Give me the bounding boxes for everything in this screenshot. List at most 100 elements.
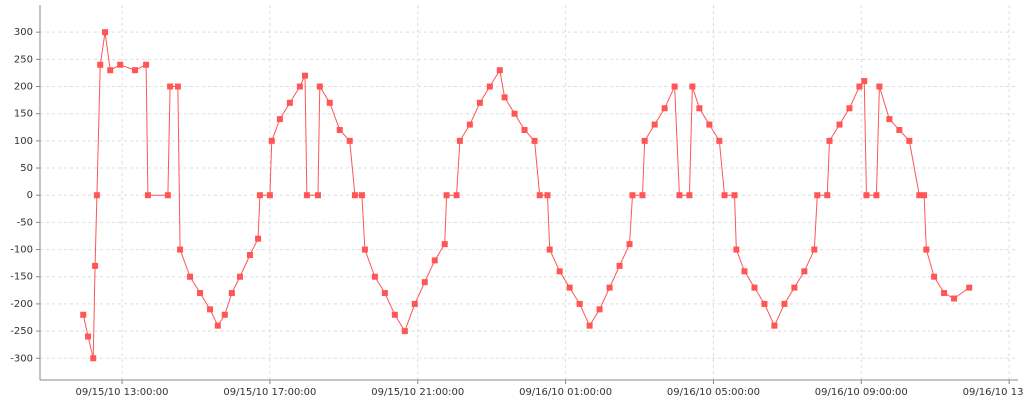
data-point bbox=[187, 273, 194, 280]
data-point bbox=[316, 83, 323, 90]
data-point bbox=[511, 110, 518, 117]
data-point bbox=[556, 268, 563, 275]
data-point bbox=[531, 137, 538, 144]
data-point bbox=[456, 137, 463, 144]
data-point bbox=[117, 61, 124, 68]
data-point bbox=[107, 67, 114, 74]
y-tick-label: -150 bbox=[10, 272, 33, 283]
data-point bbox=[731, 192, 738, 199]
data-point bbox=[576, 300, 583, 307]
x-tick-label: 09/15/10 21:00:00 bbox=[371, 387, 464, 398]
data-point bbox=[629, 192, 636, 199]
data-point bbox=[616, 262, 623, 269]
data-point bbox=[686, 192, 693, 199]
data-point bbox=[861, 78, 868, 85]
data-point bbox=[586, 322, 593, 329]
y-tick-label: 50 bbox=[20, 163, 33, 174]
data-point bbox=[689, 83, 696, 90]
data-point bbox=[856, 83, 863, 90]
data-point bbox=[421, 279, 428, 286]
x-tick-label: 09/15/10 17:00:00 bbox=[223, 387, 316, 398]
y-tick-label: 100 bbox=[14, 136, 33, 147]
data-point bbox=[303, 192, 310, 199]
data-point bbox=[97, 61, 104, 68]
data-point bbox=[246, 252, 253, 258]
data-point bbox=[167, 83, 174, 90]
y-tick-label: 0 bbox=[27, 190, 33, 201]
data-point bbox=[931, 273, 938, 280]
data-point bbox=[824, 192, 831, 199]
data-point bbox=[716, 137, 723, 144]
data-point bbox=[546, 246, 553, 253]
data-point bbox=[197, 290, 204, 297]
y-tick-label: -200 bbox=[10, 299, 33, 310]
data-point bbox=[90, 355, 97, 362]
y-tick-label: 250 bbox=[14, 54, 33, 65]
data-point bbox=[314, 192, 321, 199]
data-point bbox=[93, 192, 100, 199]
data-point bbox=[221, 311, 228, 318]
data-point bbox=[873, 192, 880, 199]
data-point bbox=[826, 137, 833, 144]
data-point bbox=[143, 61, 150, 68]
data-point bbox=[639, 192, 646, 199]
data-point bbox=[401, 328, 408, 335]
data-point bbox=[256, 192, 263, 199]
data-point bbox=[863, 192, 870, 199]
data-point bbox=[921, 192, 928, 199]
data-point bbox=[741, 268, 748, 275]
data-point bbox=[144, 192, 151, 199]
data-point bbox=[923, 246, 930, 253]
data-point bbox=[916, 192, 923, 199]
data-point bbox=[814, 192, 821, 199]
data-point bbox=[781, 300, 788, 307]
x-tick-label: 09/16/10 09:00:00 bbox=[815, 387, 908, 398]
data-point bbox=[676, 192, 683, 199]
data-point bbox=[596, 306, 603, 313]
y-tick-label: -300 bbox=[10, 353, 33, 364]
data-point bbox=[336, 127, 343, 133]
data-point bbox=[771, 322, 778, 329]
y-tick-label: 200 bbox=[14, 82, 33, 93]
data-point bbox=[371, 273, 378, 280]
data-point bbox=[177, 246, 184, 253]
data-point bbox=[453, 192, 460, 199]
data-point bbox=[966, 284, 973, 291]
data-point bbox=[941, 290, 948, 297]
data-point bbox=[733, 246, 740, 253]
data-point bbox=[207, 306, 214, 313]
data-point bbox=[801, 268, 808, 275]
data-point bbox=[391, 311, 398, 318]
y-tick-label: -50 bbox=[17, 217, 33, 228]
data-point bbox=[846, 105, 853, 112]
data-point bbox=[92, 262, 99, 269]
x-tick-label: 09/16/10 01:00:00 bbox=[519, 387, 612, 398]
data-point bbox=[102, 29, 109, 36]
x-tick-label: 09/16/10 05:00:00 bbox=[667, 387, 760, 398]
data-point bbox=[501, 94, 508, 101]
y-tick-label: -250 bbox=[10, 326, 33, 337]
data-point bbox=[641, 137, 648, 144]
data-point bbox=[476, 99, 483, 106]
data-point bbox=[296, 83, 303, 90]
data-point bbox=[651, 121, 658, 128]
data-point bbox=[302, 72, 309, 79]
data-point bbox=[544, 192, 551, 199]
data-point bbox=[80, 311, 87, 318]
data-point bbox=[951, 295, 958, 302]
data-point bbox=[346, 137, 353, 144]
data-point bbox=[266, 192, 273, 199]
data-point bbox=[164, 192, 171, 199]
y-tick-label: -100 bbox=[10, 245, 33, 256]
data-point bbox=[876, 83, 883, 90]
data-point bbox=[85, 333, 92, 340]
data-point bbox=[706, 121, 713, 128]
data-point bbox=[896, 127, 903, 133]
data-point bbox=[174, 83, 181, 90]
data-point bbox=[466, 121, 473, 128]
data-point bbox=[626, 241, 633, 248]
data-point bbox=[761, 300, 768, 307]
x-tick-label: 09/16/10 13:00:00 bbox=[963, 387, 1024, 398]
data-point bbox=[214, 322, 221, 329]
